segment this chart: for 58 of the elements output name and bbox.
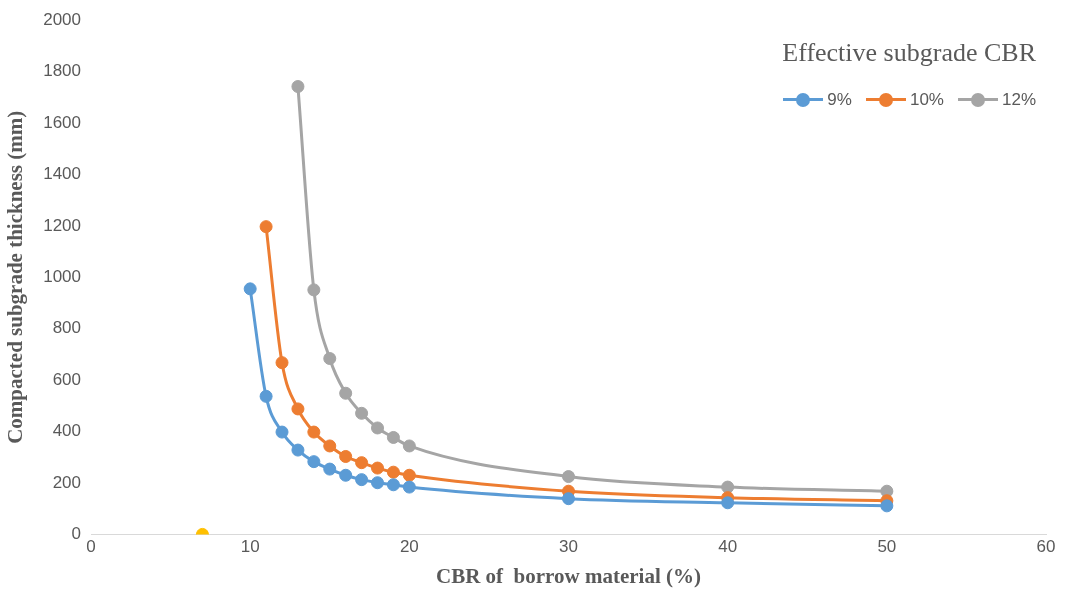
y-tick-label: 2000	[43, 9, 82, 29]
point	[275, 356, 289, 370]
point	[402, 468, 416, 482]
point	[355, 456, 369, 470]
point	[323, 439, 337, 453]
point	[291, 80, 305, 94]
point	[259, 389, 273, 403]
point	[386, 465, 400, 479]
point	[259, 220, 273, 234]
legend-title: Effective subgrade CBR	[782, 38, 1036, 69]
point	[323, 352, 337, 366]
point	[721, 496, 735, 510]
point	[386, 430, 400, 444]
point	[355, 406, 369, 420]
point	[339, 468, 353, 482]
legend-label: 12%	[1001, 90, 1036, 111]
y-tick-label: 0	[71, 524, 82, 544]
point	[339, 450, 353, 463]
point	[339, 386, 353, 400]
point	[307, 283, 321, 297]
point	[243, 282, 257, 296]
point	[721, 480, 735, 494]
y-tick-label: 1000	[43, 266, 82, 286]
point	[291, 402, 305, 416]
x-tick-label: 0	[86, 537, 96, 557]
x-tick-label: 10	[240, 537, 260, 557]
x-tick-label: 50	[877, 537, 897, 557]
y-tick-label: 800	[52, 318, 82, 338]
point	[402, 439, 416, 453]
x-tick-label: 30	[559, 537, 578, 557]
point	[275, 425, 289, 439]
y-tick-label: 1400	[43, 164, 82, 184]
y-tick-label: 600	[52, 369, 82, 389]
legend-label: 10%	[909, 90, 944, 111]
point	[371, 461, 385, 475]
point	[307, 425, 321, 439]
x-axis-title: CBR of borrow material (%)	[436, 563, 701, 588]
point	[291, 443, 305, 457]
point	[307, 455, 321, 469]
x-tick-label: 40	[718, 537, 738, 557]
point	[386, 478, 400, 492]
legend-label: 9%	[827, 90, 852, 111]
x-tick-label: 20	[399, 537, 419, 557]
y-axis-title: Compacted subgrade thickness (mm)	[3, 110, 28, 444]
y-tick-label: 200	[52, 472, 82, 492]
point	[355, 473, 369, 487]
point	[880, 499, 894, 513]
x-tick-label: 60	[1036, 537, 1056, 557]
point	[371, 421, 385, 435]
y-tick-label: 1800	[43, 61, 82, 81]
point	[562, 492, 576, 506]
point	[323, 462, 337, 476]
point	[402, 480, 416, 494]
y-tick-label: 400	[52, 421, 82, 441]
y-tick-label: 1200	[43, 215, 82, 235]
point	[562, 470, 576, 484]
point	[371, 476, 385, 490]
y-tick-label: 1600	[43, 112, 82, 132]
